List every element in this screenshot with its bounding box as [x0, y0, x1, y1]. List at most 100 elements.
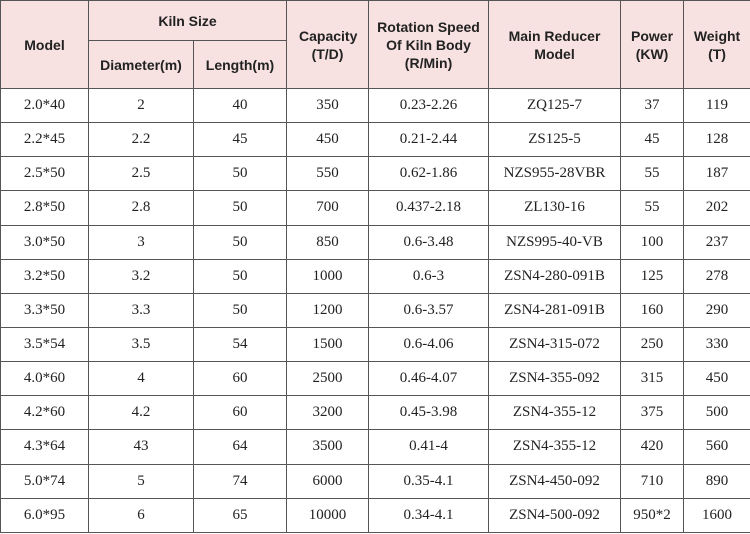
table-cell: 55 — [620, 190, 685, 226]
table-cell: 202 — [683, 190, 750, 226]
table-cell: 850 — [286, 224, 370, 260]
table-cell: 500 — [683, 395, 750, 431]
table-cell: 100 — [620, 224, 685, 260]
table-cell: 55 — [620, 156, 685, 192]
header-cell: Capacity (T/D) — [286, 0, 370, 89]
table-cell: 65 — [192, 497, 288, 534]
table-cell: 60 — [192, 361, 288, 397]
table-row: 4.3*64 43 64 3500 0.41-4 ZSN4-355-12 420 560 — [0, 429, 750, 465]
table-cell: ZSN4-450-092 — [488, 463, 622, 499]
table-cell: 4.3*64 — [0, 429, 89, 465]
table-cell: 6.0*95 — [0, 497, 89, 534]
table-row: 2.8*50 2.8 50 700 0.437-2.18 ZL130-16 55 202 — [0, 190, 750, 226]
table-cell: 550 — [286, 156, 370, 192]
table-cell: 6 — [88, 497, 194, 534]
table-cell: 420 — [620, 429, 685, 465]
table-row: 4.2*60 4.2 60 3200 0.45-3.98 ZSN4-355-12 375 50… — [0, 395, 750, 431]
table-cell: 125 — [620, 258, 685, 294]
table-cell: NZS995-40-VB — [488, 224, 622, 260]
table-cell: 0.21-2.44 — [368, 122, 490, 158]
table-cell: 375 — [620, 395, 685, 431]
table-cell: 3.0*50 — [0, 224, 89, 260]
table-cell: 2.8*50 — [0, 190, 89, 226]
table-cell: 50 — [192, 156, 288, 192]
table-cell: 40 — [192, 87, 288, 124]
table-cell: 450 — [286, 122, 370, 158]
table-row: 3.3*50 3.3 50 1200 0.6-3.57 ZSN4-281-091B 160 2… — [0, 292, 750, 328]
header-cell: Length(m) — [192, 40, 288, 89]
table-cell: 3 — [88, 224, 194, 260]
table-cell: 3.2*50 — [0, 258, 89, 294]
table-cell: 350 — [286, 87, 370, 124]
table-cell: 2.2 — [88, 122, 194, 158]
table-cell: 50 — [192, 258, 288, 294]
table-cell: 50 — [192, 224, 288, 260]
table-cell: 37 — [620, 87, 685, 124]
table-cell: 237 — [683, 224, 750, 260]
table-cell: 45 — [192, 122, 288, 158]
table-cell: 315 — [620, 361, 685, 397]
table-cell: 3200 — [286, 395, 370, 431]
table-row: 4.0*60 4 60 2500 0.46-4.07 ZSN4-355-092 315 450 — [0, 361, 750, 397]
table-cell: 330 — [683, 326, 750, 363]
table-cell: 50 — [192, 292, 288, 328]
table-row: 2.0*40 2 40 350 0.23-2.26 ZQ125-7 37 119 — [0, 87, 750, 124]
table-cell: 4.2*60 — [0, 395, 89, 431]
table-cell: 0.35-4.1 — [368, 463, 490, 499]
table-cell: 0.62-1.86 — [368, 156, 490, 192]
table-cell: ZSN4-315-072 — [488, 326, 622, 363]
table-cell: ZSN4-355-12 — [488, 429, 622, 465]
table-body: 2.0*40 2 40 350 0.23-2.26 ZQ125-7 37 119 2.2*45 2… — [0, 87, 750, 534]
table-cell: 43 — [88, 429, 194, 465]
table-cell: 50 — [192, 190, 288, 226]
table-cell: 2.5 — [88, 156, 194, 192]
table-cell: ZSN4-355-12 — [488, 395, 622, 431]
table-cell: 60 — [192, 395, 288, 431]
table-cell: NZS955-28VBR — [488, 156, 622, 192]
table-cell: ZQ125-7 — [488, 87, 622, 124]
header-cell: Kiln Size — [87, 0, 288, 41]
table-cell: 2.2*45 — [0, 122, 89, 158]
table-cell: 0.6-3 — [368, 258, 490, 294]
table-row: 2.5*50 2.5 50 550 0.62-1.86 NZS955-28VBR 55 187 — [0, 156, 750, 192]
table-row: 3.2*50 3.2 50 1000 0.6-3 ZSN4-280-091B 125 278 — [0, 258, 750, 294]
table-cell: 890 — [683, 463, 750, 499]
table-cell: ZSN4-500-092 — [488, 497, 622, 534]
table-cell: 3.5*54 — [0, 326, 89, 363]
table-cell: 2 — [88, 87, 194, 124]
table-row: 5.0*74 5 74 6000 0.35-4.1 ZSN4-450-092 710 890 — [0, 463, 750, 499]
table-cell: 3500 — [286, 429, 370, 465]
table-cell: 710 — [620, 463, 685, 499]
table-cell: ZS125-5 — [488, 122, 622, 158]
table-cell: 2500 — [286, 361, 370, 397]
table-cell: 1200 — [286, 292, 370, 328]
table-cell: 4 — [88, 361, 194, 397]
table-cell: 3.5 — [88, 326, 194, 363]
table-cell: 0.6-3.48 — [368, 224, 490, 260]
table-cell: ZSN4-355-092 — [488, 361, 622, 397]
table-cell: 0.41-4 — [368, 429, 490, 465]
table-cell: 3.2 — [88, 258, 194, 294]
table-cell: 250 — [620, 326, 685, 363]
table-cell: ZSN4-280-091B — [488, 258, 622, 294]
table-cell: 950*2 — [620, 497, 685, 534]
table-cell: 2.8 — [88, 190, 194, 226]
table-cell: ZL130-16 — [488, 190, 622, 226]
table-cell: 5 — [88, 463, 194, 499]
header-cell: Rotation Speed Of Kiln Body (R/Min) — [368, 0, 490, 89]
header-cell: Model — [0, 0, 89, 89]
header-cell: Main Reducer Model — [488, 0, 622, 89]
table-cell: 1500 — [286, 326, 370, 363]
table-cell: 74 — [192, 463, 288, 499]
table-cell: 450 — [683, 361, 750, 397]
table-row: 3.0*50 3 50 850 0.6-3.48 NZS995-40-VB 100 237 — [0, 224, 750, 260]
table-cell: 2.0*40 — [0, 87, 89, 124]
table-cell: 10000 — [286, 497, 370, 534]
table-cell: 160 — [620, 292, 685, 328]
table-row: 2.2*45 2.2 45 450 0.21-2.44 ZS125-5 45 128 — [0, 122, 750, 158]
table-cell: 0.46-4.07 — [368, 361, 490, 397]
table-cell: 128 — [683, 122, 750, 158]
table-cell: 187 — [683, 156, 750, 192]
table-cell: 1000 — [286, 258, 370, 294]
